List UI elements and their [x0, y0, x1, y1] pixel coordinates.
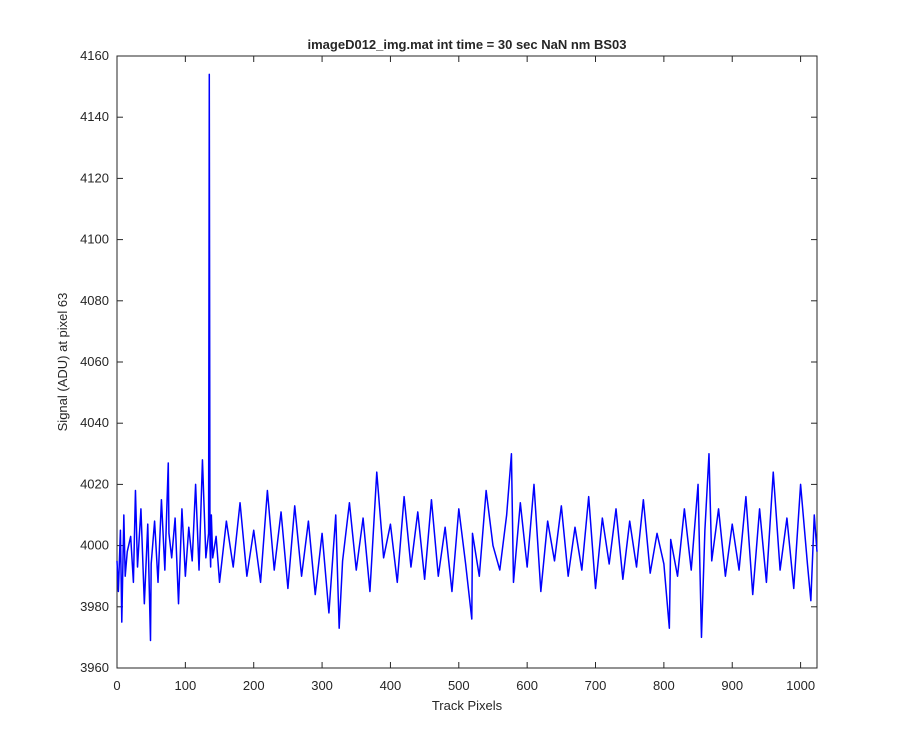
x-tick-label: 900 — [721, 678, 743, 693]
x-tick-label: 800 — [653, 678, 675, 693]
chart-title: imageD012_img.mat int time = 30 sec NaN … — [308, 37, 627, 52]
x-tick-label: 200 — [243, 678, 265, 693]
x-tick-label: 600 — [516, 678, 538, 693]
y-tick-label: 3960 — [80, 660, 109, 675]
y-tick-label: 4140 — [80, 109, 109, 124]
y-axis-ticks: 3960 3980 4000 4020 4040 4060 4080 4100 4120 4140… — [80, 48, 817, 675]
series-line — [116, 73, 818, 642]
y-tick-label: 4160 — [80, 48, 109, 63]
y-tick-label: 4060 — [80, 354, 109, 369]
x-tick-label: 1000 — [786, 678, 815, 693]
x-axis-ticks: 0 100 200 300 400 500 600 700 800 900 1000 — [113, 56, 815, 693]
series-layer — [116, 73, 818, 642]
y-tick-label: 4000 — [80, 538, 109, 553]
x-tick-label: 100 — [175, 678, 197, 693]
y-tick-label: 4100 — [80, 232, 109, 247]
y-tick-label: 4020 — [80, 476, 109, 491]
x-tick-label: 0 — [113, 678, 120, 693]
y-tick-label: 4040 — [80, 415, 109, 430]
x-tick-label: 500 — [448, 678, 470, 693]
x-axis-label: Track Pixels — [432, 698, 503, 713]
x-tick-label: 700 — [585, 678, 607, 693]
x-tick-label: 400 — [380, 678, 402, 693]
y-tick-label: 4120 — [80, 170, 109, 185]
y-axis-label: Signal (ADU) at pixel 63 — [55, 293, 70, 432]
y-tick-label: 3980 — [80, 599, 109, 614]
y-tick-label: 4080 — [80, 293, 109, 308]
x-tick-label: 300 — [311, 678, 333, 693]
